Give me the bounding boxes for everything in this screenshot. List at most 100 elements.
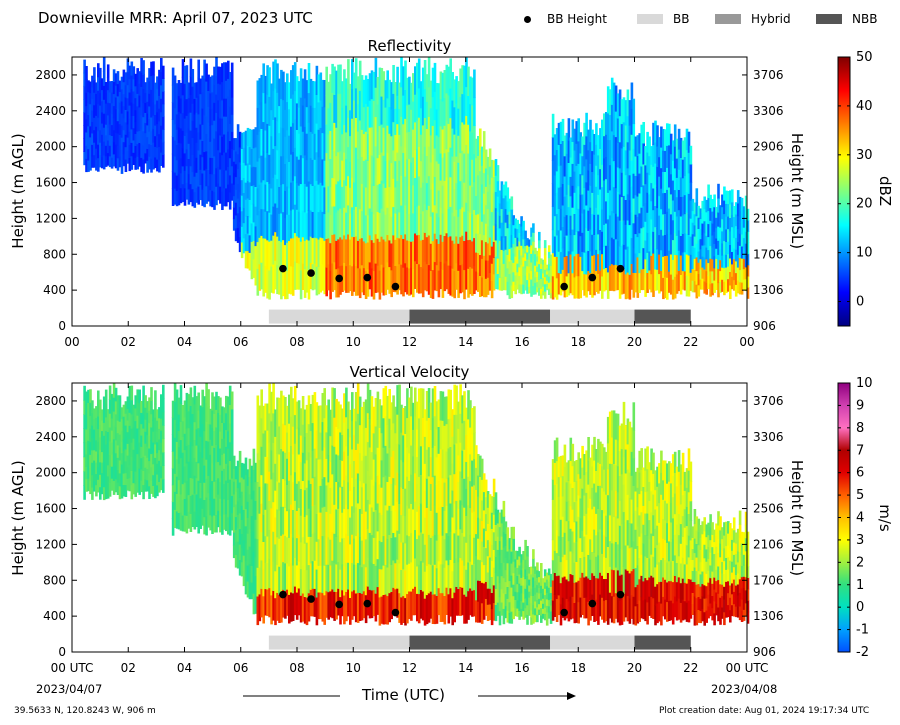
heatmap-cell [510,284,514,299]
heatmap-cell [154,93,157,105]
heatmap-cell [443,453,447,483]
heatmap-cell [290,154,293,183]
heatmap-cell [559,273,563,296]
heatmap-cell [195,97,199,113]
heatmap-cell [398,562,401,594]
heatmap-cell [354,58,358,89]
heatmap-cell [339,64,342,94]
heatmap-cell [349,597,352,625]
heatmap-cell [595,270,598,292]
heatmap-cell [291,537,295,566]
heatmap-cell [351,236,354,267]
heatmap-cell [579,276,582,299]
heatmap-cell [266,482,269,510]
heatmap-cell [272,119,275,149]
heatmap-cell [605,267,608,291]
heatmap-cell [175,406,179,425]
heatmap-cell [91,412,94,426]
heatmap-cell [547,257,551,265]
heatmap-cell [390,591,393,620]
heatmap-cell [473,406,476,433]
heatmap-cell [565,540,569,561]
heatmap-cell [303,596,307,624]
heatmap-cell [642,122,645,144]
heatmap-cell [388,592,391,623]
heatmap-cell [297,159,301,186]
heatmap-cell [514,566,517,576]
heatmap-cell [398,263,401,291]
heatmap-cell [97,117,100,132]
heatmap-cell [540,607,543,616]
heatmap-cell [538,263,541,273]
heatmap-cell [266,65,269,95]
heatmap-cell [238,481,242,498]
heatmap-cell [370,98,374,128]
heatmap-cell [431,240,435,271]
heatmap-cell [341,537,344,565]
heatmap-cell [542,290,545,296]
heatmap-cell [469,103,472,132]
heatmap-cell [410,503,413,534]
heatmap-cell [116,457,120,471]
heatmap-cell [410,188,413,216]
heatmap-cell [536,569,539,578]
heatmap-cell [591,255,594,277]
heatmap-cell [91,449,94,463]
heatmap-cell [608,437,612,464]
heatmap-cell [366,470,370,500]
heatmap-cell [597,485,600,509]
heatmap-cell [274,202,277,233]
heatmap-cell [112,411,116,426]
heatmap-cell [252,448,256,470]
heatmap-cell [297,133,301,160]
heatmap-cell [203,396,206,414]
heatmap-cell [414,416,417,445]
heatmap-cell [717,282,720,298]
heatmap-cell [587,270,590,292]
heatmap-cell [317,266,321,295]
heatmap-cell [130,413,134,429]
heatmap-cell [347,401,350,429]
heatmap-cell [630,451,634,476]
heatmap-cell [457,561,460,589]
heatmap-cell [197,427,200,446]
heatmap-cell [512,252,515,263]
heatmap-cell [400,145,403,176]
heatmap-cell [313,588,317,617]
heatmap-cell [315,65,319,95]
heatmap-cell [189,147,193,167]
heatmap-cell [729,217,732,232]
heatmap-cell [622,146,626,172]
heatmap-cell [254,265,258,286]
heatmap-cell [99,142,102,155]
heatmap-cell [158,133,161,147]
heatmap-cell [114,155,118,169]
heatmap-cell [410,162,413,189]
heatmap-cell [272,531,275,562]
heatmap-cell [453,562,456,593]
heatmap-cell [327,591,330,620]
heatmap-cell [662,256,665,278]
heatmap-cell [441,535,445,565]
heatmap-cell [230,478,234,496]
heatmap-cell [406,564,409,595]
heatmap-cell [457,162,460,190]
heatmap-cell [608,265,612,291]
heatmap-cell [443,567,447,596]
heatmap-cell [477,454,480,476]
heatmap-cell [626,570,630,597]
heatmap-cell [571,443,575,467]
heatmap-cell [288,451,291,481]
heatmap-cell [463,420,466,450]
heatmap-cell [744,254,748,268]
heatmap-cell [364,427,368,456]
heatmap-cell [601,119,604,143]
heatmap-cell [579,194,582,216]
heatmap-cell [93,470,96,482]
heatmap-cell [276,481,279,510]
heatmap-cell [260,503,263,533]
heatmap-cell [290,237,293,267]
heatmap-cell [713,267,716,281]
heatmap-cell [683,194,687,215]
heatmap-cell [108,113,112,125]
